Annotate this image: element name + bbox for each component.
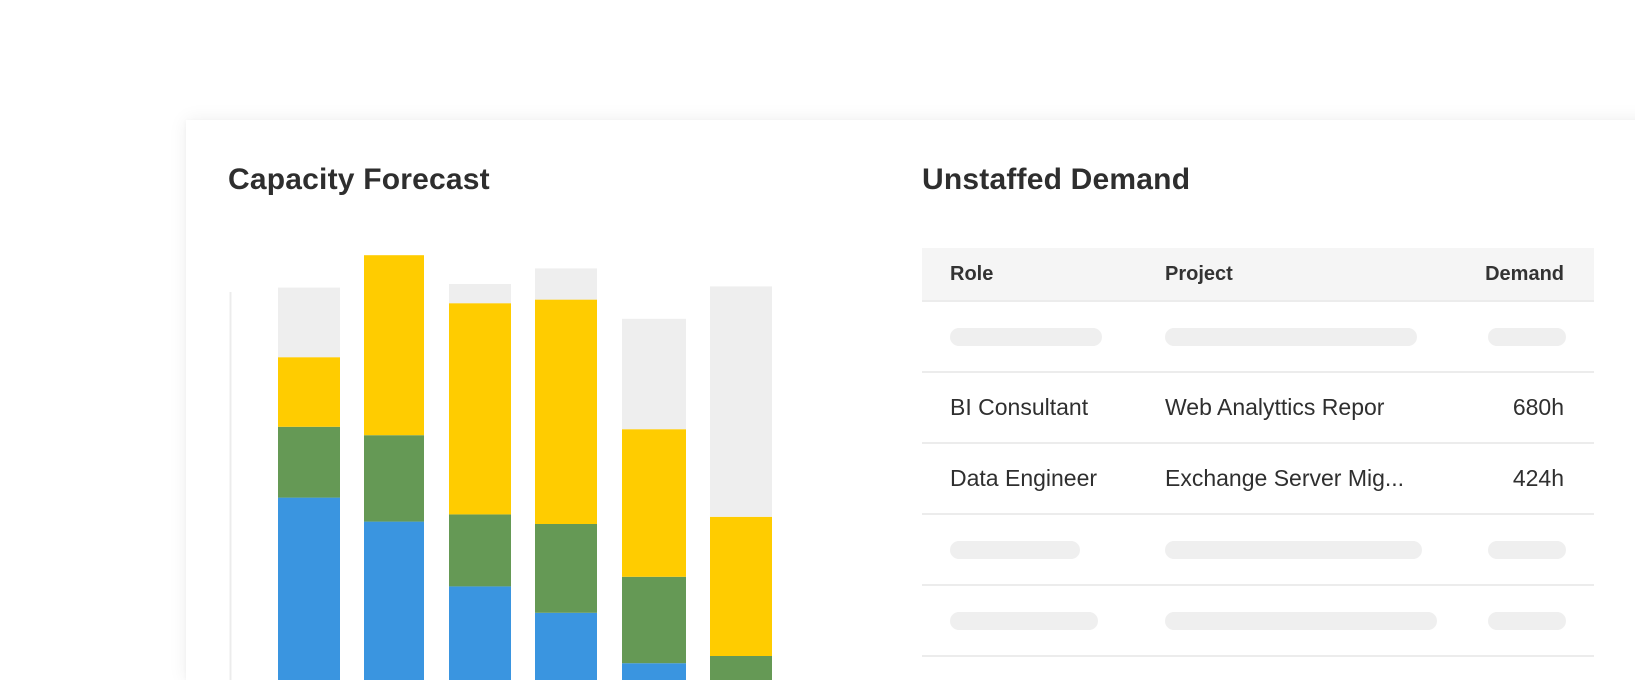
column-header-role[interactable]: Role xyxy=(950,262,994,285)
bar-segment-blue xyxy=(535,612,597,680)
skeleton-bar xyxy=(950,327,1102,346)
unstaffed-demand-title: Unstaffed Demand xyxy=(922,163,1191,196)
bar-segment-gray xyxy=(449,284,511,304)
row-demand: 424h xyxy=(1512,465,1564,491)
bar-segment-green xyxy=(535,524,597,613)
bar-segment-blue xyxy=(364,521,424,680)
column-header-project[interactable]: Project xyxy=(1165,262,1233,285)
table-row-placeholder xyxy=(922,302,1594,373)
row-role: Data Engineer xyxy=(950,465,1098,491)
skeleton-bar xyxy=(950,611,1098,630)
table-row[interactable]: Data Engineer Exchange Server Mig... 424… xyxy=(922,444,1594,515)
skeleton-bar xyxy=(1165,611,1437,630)
bar-segment-gray xyxy=(622,318,686,430)
skeleton-bar xyxy=(1488,327,1566,346)
bar-segment-green xyxy=(622,576,686,664)
table-header: Role Project Demand xyxy=(922,248,1594,302)
column-header-demand[interactable]: Demand xyxy=(1485,262,1564,285)
bar-segment-blue xyxy=(278,497,340,680)
table-row-placeholder xyxy=(922,586,1594,657)
dashboard-card: Capacity Forecast Unstaffed Demand Role … xyxy=(186,120,1635,680)
capacity-forecast-chart xyxy=(229,255,772,680)
skeleton-bar xyxy=(1488,540,1566,559)
bar-segment-gray xyxy=(535,268,597,300)
bar-segment-blue xyxy=(449,586,511,680)
table-row-placeholder xyxy=(922,515,1594,586)
row-project: Exchange Server Mig... xyxy=(1165,465,1405,491)
skeleton-bar xyxy=(950,540,1080,559)
bar-segment-yellow xyxy=(364,255,424,436)
bar-group xyxy=(278,255,772,680)
bar-segment-green xyxy=(364,435,424,522)
bar-segment-blue xyxy=(622,663,686,680)
skeleton-bar xyxy=(1165,540,1422,559)
bar-segment-yellow xyxy=(449,303,511,515)
skeleton-bar xyxy=(1488,611,1566,630)
bar-segment-green xyxy=(449,514,511,587)
bar-segment-yellow xyxy=(710,516,772,656)
bar-segment-green xyxy=(278,426,340,498)
bar-segment-yellow xyxy=(278,357,340,427)
bar-segment-yellow xyxy=(535,299,597,524)
skeleton-bar xyxy=(1165,327,1417,346)
row-project: Web Analyttics Repor xyxy=(1165,394,1385,420)
unstaffed-demand-table: Role Project Demand BI Consultant Web An… xyxy=(922,248,1594,657)
bar-segment-yellow xyxy=(622,429,686,577)
capacity-forecast-title: Capacity Forecast xyxy=(228,163,490,196)
bar-segment-gray xyxy=(710,286,772,517)
table-row[interactable]: BI Consultant Web Analyttics Repor 680h xyxy=(922,373,1594,444)
row-role: BI Consultant xyxy=(950,394,1089,420)
row-demand: 680h xyxy=(1512,394,1564,420)
bar-segment-gray xyxy=(278,287,340,358)
